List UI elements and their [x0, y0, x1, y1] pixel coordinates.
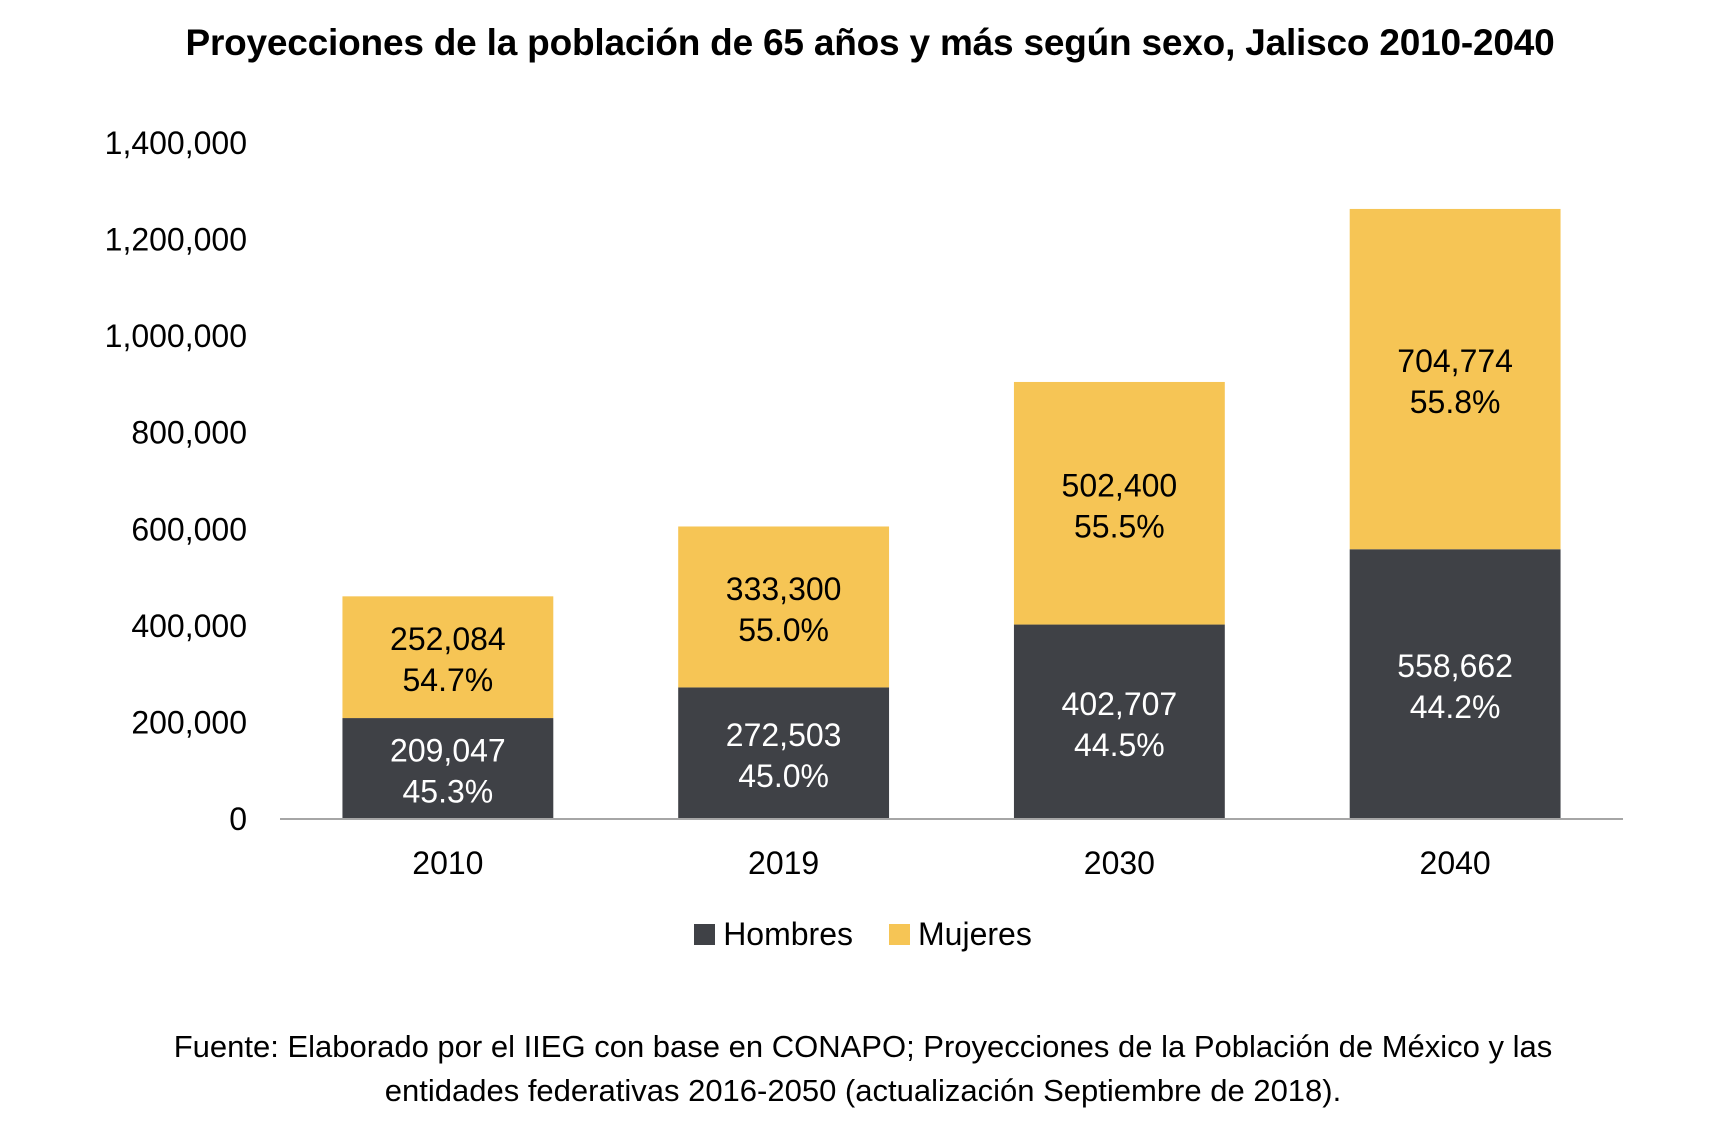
data-label-percent: 54.7%: [403, 662, 494, 698]
source-note-line-2: entidades federativas 2016-2050 (actuali…: [384, 1073, 1342, 1108]
legend-label-hombres: Hombres: [723, 916, 853, 952]
y-tick-label: 1,400,000: [105, 125, 247, 161]
data-label-value: 558,662: [1397, 648, 1513, 684]
bar-mujeres-2019: [678, 526, 890, 688]
data-label-value: 402,707: [1062, 686, 1178, 722]
source-note: Fuente: Elaborado por el IIEG con base e…: [0, 1025, 1726, 1113]
data-label-percent: 44.2%: [1410, 689, 1501, 725]
data-label-value: 252,084: [390, 621, 506, 657]
y-tick-label: 200,000: [131, 704, 247, 740]
bar-hombres-2030: [1013, 624, 1225, 819]
x-axis-labels: 2010 2019 2030 2040: [412, 845, 1490, 881]
y-axis-ticks: 0 200,000 400,000 600,000 800,000 1,000,000 1,…: [105, 125, 247, 837]
data-label-percent: 44.5%: [1074, 727, 1165, 763]
y-tick-label: 0: [229, 801, 247, 837]
y-tick-label: 800,000: [131, 415, 247, 451]
x-tick-label: 2010: [412, 845, 483, 881]
y-tick-label: 1,200,000: [105, 222, 247, 258]
legend-swatch-hombres: [694, 924, 716, 945]
y-tick-label: 1,000,000: [105, 318, 247, 354]
bar-mujeres-2040: [1349, 208, 1561, 550]
bar-hombres-2019: [678, 687, 890, 819]
bar-hombres-2040: [1349, 549, 1561, 819]
chart-plot: 0 200,000 400,000 600,000 800,000 1,000,000 1,…: [105, 125, 1623, 881]
data-label-percent: 45.0%: [738, 758, 829, 794]
legend-item-hombres[interactable]: Hombres: [694, 916, 853, 953]
bar-mujeres-2030: [1013, 381, 1225, 625]
legend-item-mujeres[interactable]: Mujeres: [889, 916, 1032, 953]
data-label-value: 704,774: [1397, 343, 1513, 379]
data-label-value: 272,503: [726, 717, 842, 753]
y-tick-label: 400,000: [131, 608, 247, 644]
bar-hombres-2010: [342, 718, 554, 819]
data-label-value: 209,047: [390, 733, 506, 769]
chart-title: Proyecciones de la población de 65 años …: [185, 22, 1555, 63]
x-tick-label: 2030: [1084, 845, 1155, 881]
legend-label-mujeres: Mujeres: [918, 916, 1032, 952]
data-label-percent: 55.0%: [738, 612, 829, 648]
data-label-value: 502,400: [1062, 467, 1178, 503]
data-label-percent: 45.3%: [403, 774, 494, 810]
data-label-percent: 55.8%: [1410, 384, 1501, 420]
data-labels: 209,047 45.3% 252,084 54.7% 272,503 45.0% 333,…: [390, 343, 1513, 809]
bars: [342, 208, 1561, 819]
bar-mujeres-2010: [342, 596, 554, 719]
source-note-line-1: Fuente: Elaborado por el IIEG con base e…: [173, 1029, 1553, 1064]
y-tick-label: 600,000: [131, 511, 247, 547]
x-tick-label: 2040: [1420, 845, 1491, 881]
data-label-value: 333,300: [726, 571, 842, 607]
x-tick-label: 2019: [748, 845, 819, 881]
legend-swatch-mujeres: [889, 924, 910, 945]
legend: Hombres Mujeres: [0, 916, 1726, 953]
data-label-percent: 55.5%: [1074, 508, 1165, 544]
